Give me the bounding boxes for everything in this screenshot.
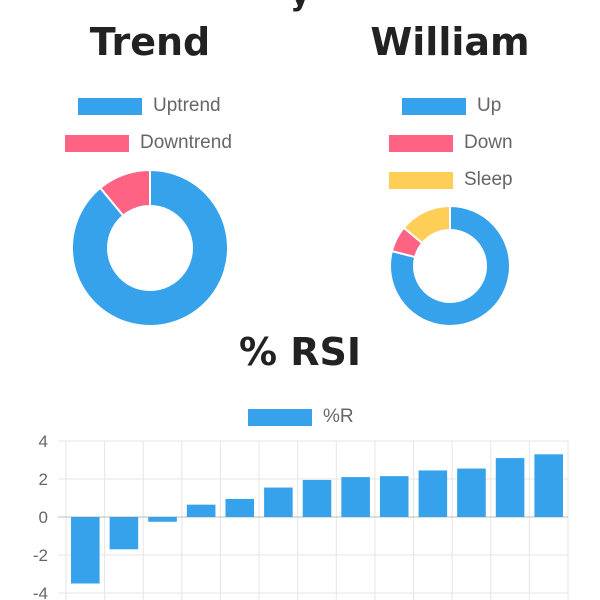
donut-slice-sleep[interactable] (402, 204, 451, 245)
bar-3[interactable] (148, 517, 177, 522)
legend-swatch (65, 134, 129, 152)
legend-item-up[interactable]: Up (402, 95, 501, 117)
legend-swatch (248, 408, 312, 426)
legend-label: Downtrend (140, 132, 232, 153)
legend-swatch (402, 97, 466, 115)
legend-swatch (78, 97, 142, 115)
donut-slice-up[interactable] (389, 204, 511, 327)
legend-item-sleep[interactable]: Sleep (389, 169, 513, 191)
y-tick-label: 4 (39, 432, 48, 451)
legend-item-r[interactable]: %R (248, 406, 354, 428)
trend-chart-title: Trend (89, 20, 211, 64)
donut-slice-uptrend[interactable] (71, 168, 229, 327)
legend-swatch (389, 171, 453, 189)
page-heading-partial: y (0, 0, 600, 13)
bar-4[interactable] (186, 504, 216, 517)
bar-12[interactable] (495, 458, 525, 517)
legend-label: Sleep (464, 169, 513, 190)
legend-label: Up (477, 95, 502, 116)
legend-label: Down (464, 132, 513, 153)
william-chart-title: William (370, 20, 530, 64)
y-tick-label: 2 (39, 470, 48, 489)
bar-6[interactable] (264, 487, 293, 517)
bar-10[interactable] (418, 470, 448, 517)
y-tick-label: 0 (39, 508, 48, 527)
bar-7[interactable] (302, 479, 332, 517)
y-tick-label: -4 (33, 584, 48, 600)
bar-11[interactable] (457, 468, 486, 517)
bar-1[interactable] (71, 517, 100, 584)
legend-label: Uptrend (153, 95, 221, 116)
bar-8[interactable] (341, 477, 370, 517)
trend-doughnut-chart (71, 168, 229, 327)
legend-item-uptrend[interactable]: Uptrend (78, 95, 221, 117)
y-tick-label: -2 (33, 546, 48, 565)
william-doughnut-chart (389, 204, 511, 327)
rsi-chart-title: % RSI (238, 330, 362, 374)
bar-13[interactable] (534, 454, 563, 517)
legend-swatch (389, 134, 453, 152)
legend-label: %R (323, 406, 354, 427)
legend-item-downtrend[interactable]: Downtrend (65, 132, 232, 154)
donut-slice-downtrend[interactable] (98, 168, 151, 218)
bar-2[interactable] (109, 517, 139, 550)
legend-item-down[interactable]: Down (389, 132, 513, 154)
rsi-bar-chart: 4 2 0 -2 -4 (33, 432, 569, 600)
bar-5[interactable] (225, 498, 255, 517)
bar-9[interactable] (379, 476, 409, 517)
